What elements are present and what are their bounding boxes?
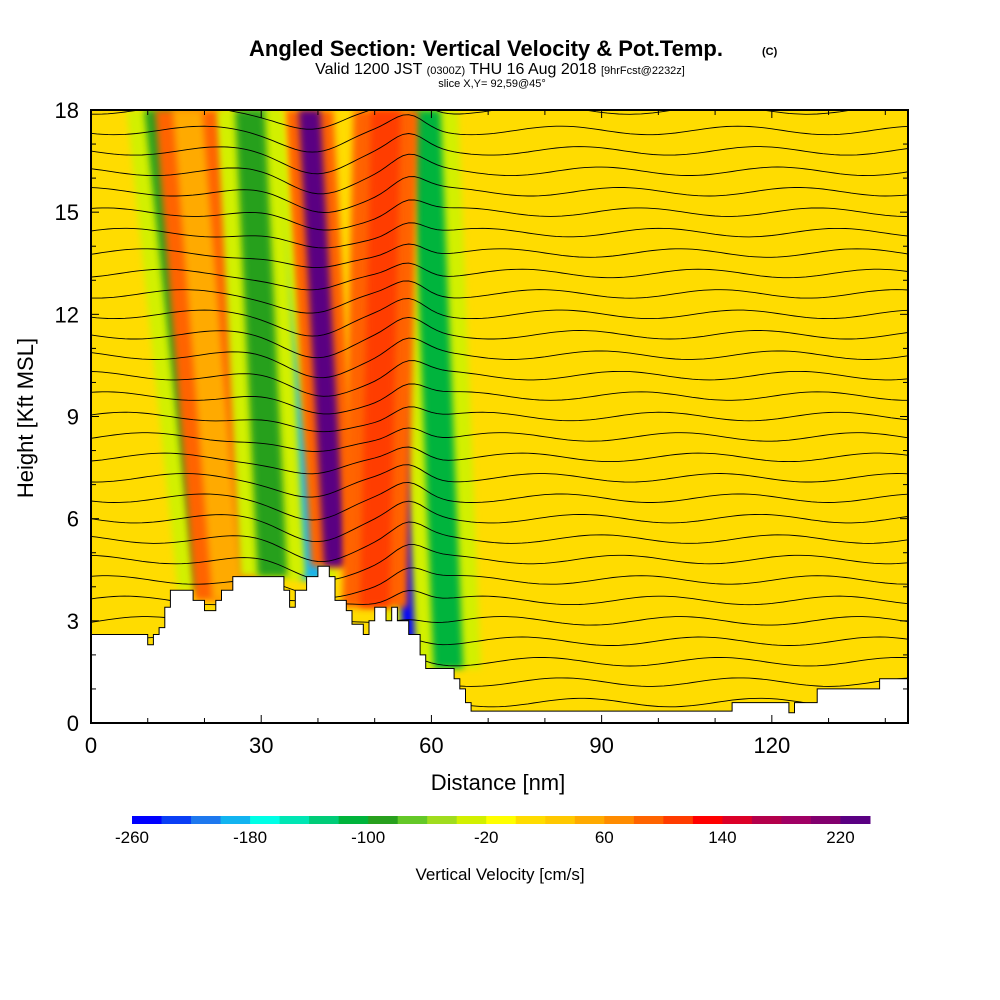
x-tick-label: 90 (589, 733, 613, 758)
colorbar-label: Vertical Velocity [cm/s] (415, 865, 584, 884)
colorbar-swatch (132, 816, 163, 824)
velocity-band (298, 110, 346, 567)
theta-contour (91, 521, 908, 563)
theta-contour (91, 262, 908, 291)
y-tick-label: 3 (67, 609, 79, 634)
colorbar-swatch (456, 816, 487, 824)
y-axis: 0 3 6 9 12 15 18 (55, 98, 908, 736)
velocity-band (235, 110, 288, 577)
valid-time: Valid 1200 JST (315, 61, 423, 78)
terrain (91, 565, 908, 723)
theta-contour (91, 114, 908, 153)
colorbar-swatch (486, 816, 517, 824)
colorbar-swatch (722, 816, 753, 824)
colorbar-tick-label: 60 (595, 828, 614, 847)
x-tick-label: 60 (419, 733, 443, 758)
forecast-init: [9hrFcst@2232z] (601, 65, 685, 77)
colorbar-tick-label: 220 (826, 828, 854, 847)
colorbar-swatch (338, 816, 369, 824)
x-tick-label: 120 (753, 733, 790, 758)
y-tick-label: 18 (55, 98, 79, 123)
theta-contour (91, 316, 908, 359)
chart-title-tag: (C) (762, 46, 778, 58)
colorbar-swatch (368, 816, 399, 824)
colorbar-swatch (840, 816, 871, 824)
colorbar-swatch (604, 816, 635, 824)
x-tick-label: 0 (85, 733, 97, 758)
theta-contour (91, 360, 908, 397)
velocity-band (359, 110, 401, 608)
y-axis-label: Height [Kft MSL] (13, 338, 38, 498)
colorbar-swatch (692, 816, 723, 824)
theta-contour (91, 153, 908, 195)
theta-contour (91, 222, 908, 249)
velocity-band (410, 110, 464, 669)
x-axis-label: Distance [nm] (431, 770, 566, 795)
colorbar-swatch (574, 816, 605, 824)
theta-contour (91, 446, 908, 475)
theta-contour (91, 481, 908, 521)
chart-title: Angled Section: Vertical Velocity & Pot.… (249, 36, 723, 61)
valid-date: THU 16 Aug 2018 (469, 61, 596, 78)
theta-contour (91, 298, 908, 337)
colorbar-tick-label: -180 (233, 828, 267, 847)
colorbar-tick-label: -100 (351, 828, 385, 847)
x-axis: 0 30 60 90 120 (85, 110, 886, 758)
theta-contour (91, 500, 908, 543)
y-tick-label: 9 (67, 405, 79, 430)
colorbar-swatch (397, 816, 428, 824)
y-tick-label: 12 (55, 302, 79, 327)
theta-contour (91, 337, 908, 379)
y-tick-label: 15 (55, 200, 79, 225)
colorbar-swatch (751, 816, 782, 824)
colorbar-swatch (663, 816, 694, 824)
velocity-field (126, 110, 481, 669)
y-tick-label: 0 (67, 711, 79, 736)
colorbar-swatch (427, 816, 458, 824)
plot-area (91, 110, 908, 723)
colorbar-swatch (220, 816, 251, 824)
colorbar-swatch (279, 816, 310, 824)
colorbar-swatch (781, 816, 812, 824)
theta-contour (91, 176, 908, 213)
x-tick-label: 30 (249, 733, 273, 758)
colorbar-tick-label: 140 (708, 828, 736, 847)
chart-subtitle: Valid 1200 JST (0300Z) THU 16 Aug 2018 [… (315, 61, 685, 78)
theta-contour (91, 406, 908, 433)
colorbar: -260 -180 -100 -20 60 140 220 (115, 816, 871, 847)
theta-contour (91, 567, 908, 599)
colorbar-swatch (633, 816, 664, 824)
y-tick-label: 6 (67, 507, 79, 532)
colorbar-swatch (515, 816, 546, 824)
colorbar-swatch (250, 816, 281, 824)
colorbar-swatch (810, 816, 841, 824)
theta-contour (91, 427, 908, 452)
colorbar-swatch (309, 816, 340, 824)
theta-contour (91, 243, 908, 269)
utc-time: (0300Z) (427, 65, 466, 77)
colorbar-swatch (161, 816, 192, 824)
slice-label: slice X,Y= 92,59@45° (438, 78, 546, 90)
theta-contour (91, 133, 908, 175)
colorbar-swatch (191, 816, 222, 824)
theta-contour (91, 544, 908, 581)
theta-contour (91, 464, 908, 498)
colorbar-tick-label: -260 (115, 828, 149, 847)
theta-contour (91, 199, 908, 231)
theta-contour (91, 280, 908, 314)
colorbar-swatch (545, 816, 576, 824)
colorbar-tick-label: -20 (474, 828, 499, 847)
theta-contour (91, 383, 908, 415)
